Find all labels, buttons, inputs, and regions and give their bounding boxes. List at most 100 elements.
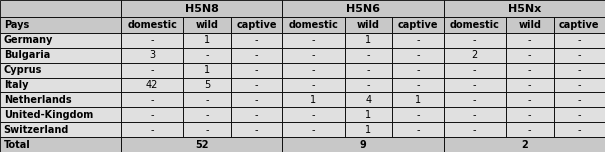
Text: Cyprus: Cyprus bbox=[4, 65, 42, 75]
Text: -: - bbox=[416, 80, 420, 90]
Bar bbox=[443, 48, 506, 63]
Bar bbox=[443, 137, 605, 152]
Text: H5N8: H5N8 bbox=[185, 3, 219, 14]
Bar bbox=[392, 48, 443, 63]
Bar bbox=[183, 122, 231, 137]
Bar bbox=[121, 33, 183, 48]
Bar bbox=[0, 0, 121, 17]
Bar bbox=[506, 33, 554, 48]
Text: -: - bbox=[312, 80, 315, 90]
Text: -: - bbox=[528, 80, 531, 90]
Text: -: - bbox=[255, 95, 258, 105]
Bar bbox=[283, 122, 344, 137]
Bar bbox=[344, 48, 392, 63]
Text: 1: 1 bbox=[365, 110, 371, 120]
Bar bbox=[183, 33, 231, 48]
Text: -: - bbox=[205, 125, 209, 135]
Bar bbox=[0, 137, 121, 152]
Bar bbox=[0, 63, 121, 78]
Text: 4: 4 bbox=[365, 95, 371, 105]
Text: -: - bbox=[473, 80, 477, 90]
Bar bbox=[283, 48, 344, 63]
Bar bbox=[0, 33, 121, 48]
Text: 42: 42 bbox=[146, 80, 159, 90]
Text: -: - bbox=[473, 65, 477, 75]
Text: -: - bbox=[528, 125, 531, 135]
Text: -: - bbox=[151, 35, 154, 45]
Text: wild: wild bbox=[357, 20, 380, 30]
Bar bbox=[0, 122, 121, 137]
Text: 2: 2 bbox=[521, 140, 528, 150]
Bar bbox=[392, 33, 443, 48]
Bar bbox=[121, 63, 183, 78]
Text: United-Kingdom: United-Kingdom bbox=[4, 110, 93, 120]
Text: -: - bbox=[312, 50, 315, 60]
Bar bbox=[554, 33, 605, 48]
Text: -: - bbox=[367, 80, 370, 90]
Text: H5Nx: H5Nx bbox=[508, 3, 541, 14]
Text: -: - bbox=[151, 95, 154, 105]
Text: -: - bbox=[312, 65, 315, 75]
Bar bbox=[121, 137, 283, 152]
Text: -: - bbox=[255, 65, 258, 75]
Bar bbox=[443, 0, 605, 17]
Bar bbox=[231, 122, 283, 137]
Text: domestic: domestic bbox=[450, 20, 500, 30]
Bar bbox=[443, 33, 506, 48]
Text: -: - bbox=[416, 110, 420, 120]
Text: wild: wild bbox=[518, 20, 541, 30]
Bar bbox=[506, 63, 554, 78]
Text: captive: captive bbox=[237, 20, 277, 30]
Text: H5N6: H5N6 bbox=[346, 3, 380, 14]
Text: 3: 3 bbox=[149, 50, 155, 60]
Text: -: - bbox=[528, 110, 531, 120]
Bar bbox=[443, 63, 506, 78]
Text: domestic: domestic bbox=[127, 20, 177, 30]
Text: 1: 1 bbox=[415, 95, 421, 105]
Text: -: - bbox=[367, 65, 370, 75]
Bar bbox=[283, 107, 344, 122]
Bar bbox=[344, 63, 392, 78]
Text: -: - bbox=[255, 35, 258, 45]
Bar bbox=[231, 107, 283, 122]
Bar bbox=[121, 78, 183, 92]
Text: -: - bbox=[205, 50, 209, 60]
Text: -: - bbox=[312, 125, 315, 135]
Bar bbox=[0, 92, 121, 107]
Bar bbox=[283, 17, 344, 33]
Bar bbox=[344, 122, 392, 137]
Bar bbox=[506, 48, 554, 63]
Bar bbox=[344, 17, 392, 33]
Text: -: - bbox=[473, 35, 477, 45]
Bar bbox=[392, 78, 443, 92]
Text: -: - bbox=[528, 35, 531, 45]
Text: 1: 1 bbox=[310, 95, 316, 105]
Bar bbox=[554, 48, 605, 63]
Text: 5: 5 bbox=[204, 80, 210, 90]
Bar bbox=[0, 78, 121, 92]
Bar bbox=[443, 107, 506, 122]
Text: -: - bbox=[205, 110, 209, 120]
Bar bbox=[231, 33, 283, 48]
Bar bbox=[183, 63, 231, 78]
Text: -: - bbox=[578, 50, 581, 60]
Text: 1: 1 bbox=[204, 65, 210, 75]
Text: -: - bbox=[578, 125, 581, 135]
Bar bbox=[283, 0, 443, 17]
Text: -: - bbox=[416, 35, 420, 45]
Bar bbox=[183, 48, 231, 63]
Text: Switzerland: Switzerland bbox=[4, 125, 69, 135]
Bar bbox=[121, 48, 183, 63]
Text: Bulgaria: Bulgaria bbox=[4, 50, 50, 60]
Text: -: - bbox=[255, 50, 258, 60]
Bar bbox=[231, 78, 283, 92]
Bar bbox=[392, 107, 443, 122]
Bar bbox=[183, 107, 231, 122]
Text: -: - bbox=[255, 110, 258, 120]
Bar bbox=[554, 17, 605, 33]
Text: -: - bbox=[151, 125, 154, 135]
Bar bbox=[392, 122, 443, 137]
Bar bbox=[121, 0, 283, 17]
Bar bbox=[231, 48, 283, 63]
Bar bbox=[443, 17, 506, 33]
